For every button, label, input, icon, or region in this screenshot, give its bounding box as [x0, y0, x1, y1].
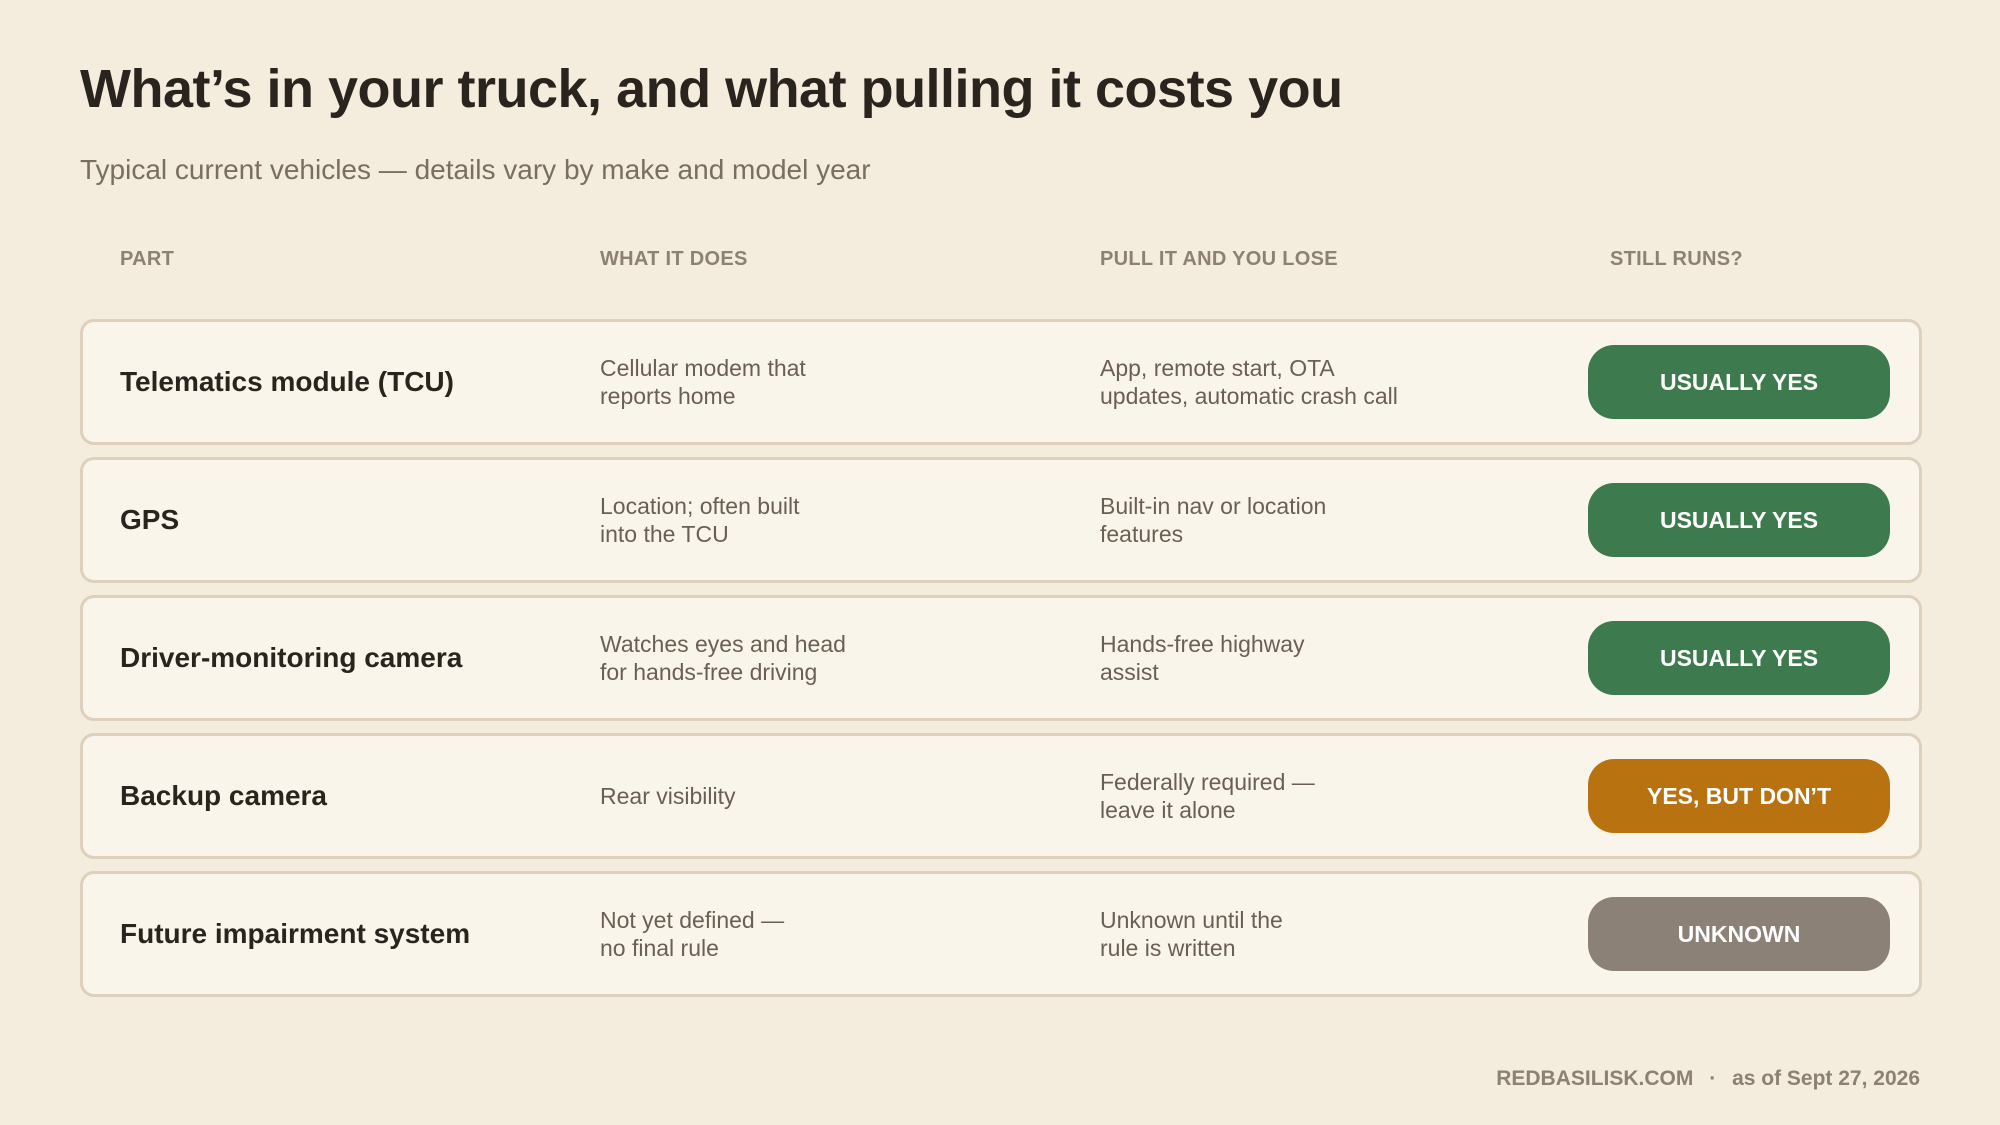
loss: App, remote start, OTA updates, automatic…	[1100, 322, 1398, 442]
status-badge: YES, BUT DON’T	[1588, 759, 1890, 833]
text-line: Not yet defined —	[600, 907, 785, 933]
text-line: Built-in nav or location	[1100, 493, 1327, 519]
table-row: Telematics module (TCU) Cellular modem th…	[80, 319, 1922, 445]
column-header: PULL IT AND YOU LOSE	[1100, 248, 1338, 270]
part-name: Backup camera	[120, 780, 328, 811]
text-line: Location; often built	[600, 493, 800, 519]
footer-date: as of Sept 27, 2026	[1732, 1067, 1920, 1090]
status-badge: USUALLY YES	[1588, 483, 1890, 557]
footer-separator: ·	[1709, 1067, 1717, 1090]
text-line: Federally required —	[1100, 769, 1315, 795]
footer: REDBASILISK.COM · as of Sept 27, 2026	[1486, 1067, 1920, 1091]
loss: Unknown until the rule is written	[1100, 874, 1283, 994]
table-row: Driver-monitoring camera Watches eyes and…	[80, 595, 1922, 721]
text-line: features	[1100, 521, 1184, 547]
column-header: PART	[120, 248, 175, 270]
part-name: Future impairment system	[120, 918, 471, 949]
text-line: for hands-free driving	[600, 659, 818, 685]
status-badge: USUALLY YES	[1588, 345, 1890, 419]
loss: Federally required — leave it alone	[1100, 736, 1315, 856]
column-header: WHAT IT DOES	[600, 248, 748, 270]
footer-site: REDBASILISK.COM	[1496, 1067, 1694, 1090]
title: What’s in your truck, and what pulling i…	[80, 59, 1343, 119]
text-line: Watches eyes and head	[600, 631, 846, 657]
description: Not yet defined — no final rule	[600, 874, 784, 994]
loss: Hands-free highway assist	[1100, 598, 1305, 718]
text-line: Rear visibility	[600, 783, 736, 809]
description: Watches eyes and head for hands-free driv…	[600, 598, 846, 718]
text-line: rule is written	[1100, 935, 1236, 961]
text-line: assist	[1100, 659, 1159, 685]
table-row: Future impairment system Not yet defined …	[80, 871, 1922, 997]
text-line: updates, automatic crash call	[1100, 383, 1398, 409]
text-line: App, remote start, OTA	[1100, 355, 1335, 381]
text-line: into the TCU	[600, 521, 729, 547]
text-line: Hands-free highway	[1100, 631, 1305, 657]
description: Cellular modem that reports home	[600, 322, 806, 442]
description: Location; often built into the TCU	[600, 460, 799, 580]
subtitle: Typical current vehicles — details vary …	[80, 154, 871, 185]
text-line: Unknown until the	[1100, 907, 1283, 933]
part-name: GPS	[120, 504, 180, 535]
text-line: no final rule	[600, 935, 719, 961]
table-row: Backup camera Rear visibility Federally re…	[80, 733, 1922, 859]
text-line: Cellular modem that	[600, 355, 806, 381]
column-header: STILL RUNS?	[1610, 248, 1743, 270]
status-badge: UNKNOWN	[1588, 897, 1890, 971]
loss: Built-in nav or location features	[1100, 460, 1326, 580]
part-name: Driver-monitoring camera	[120, 642, 463, 673]
text-line: reports home	[600, 383, 736, 409]
table-row: GPS Location; often built into the TCU Buil…	[80, 457, 1922, 583]
status-badge: USUALLY YES	[1588, 621, 1890, 695]
description: Rear visibility	[600, 736, 735, 856]
part-name: Telematics module (TCU)	[120, 366, 454, 397]
text-line: leave it alone	[1100, 797, 1236, 823]
